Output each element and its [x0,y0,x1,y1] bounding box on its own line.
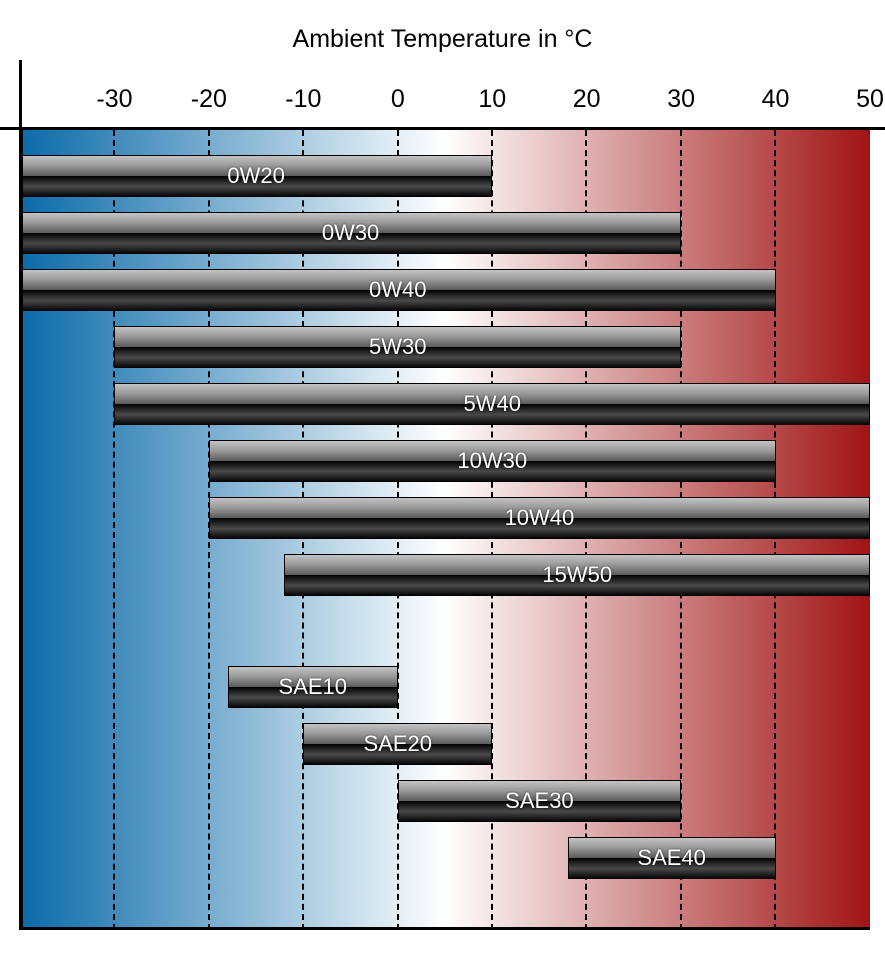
viscosity-chart: Ambient Temperature in °C -30 -20 -10 0 10 20… [0,0,885,960]
oil-grade-bar: SAE30 [398,780,681,822]
plot-border-bottom [20,927,870,930]
oil-grade-bar: 5W40 [114,383,870,425]
oil-grade-bar: 15W50 [284,554,870,596]
plot-area: 0W20 0W30 0W40 5W30 5W40 10W30 10W40 15W50 SAE10… [20,130,870,930]
oil-grade-bar: 10W40 [209,497,870,539]
oil-grade-bar: SAE10 [228,666,398,708]
chart-title: Ambient Temperature in °C [0,25,885,54]
plot-border-left [20,130,23,930]
x-tick-label: -10 [285,85,321,114]
x-tick-label: 0 [391,85,405,114]
x-tick-label: -30 [96,85,132,114]
oil-grade-bar: 0W20 [20,155,492,197]
oil-grade-bar: 10W30 [209,440,776,482]
x-tick-label: 30 [667,85,695,114]
oil-grade-bar: 0W30 [20,212,681,254]
x-tick-label: 20 [573,85,601,114]
x-tick-label: -20 [191,85,227,114]
x-tick-label: 40 [762,85,790,114]
x-tick-label: 10 [478,85,506,114]
oil-grade-bar: SAE40 [568,837,776,879]
oil-grade-bar: 5W30 [114,326,681,368]
oil-grade-bar: 0W40 [20,269,776,311]
oil-grade-bar: SAE20 [303,723,492,765]
x-tick-label: 50 [856,85,884,114]
